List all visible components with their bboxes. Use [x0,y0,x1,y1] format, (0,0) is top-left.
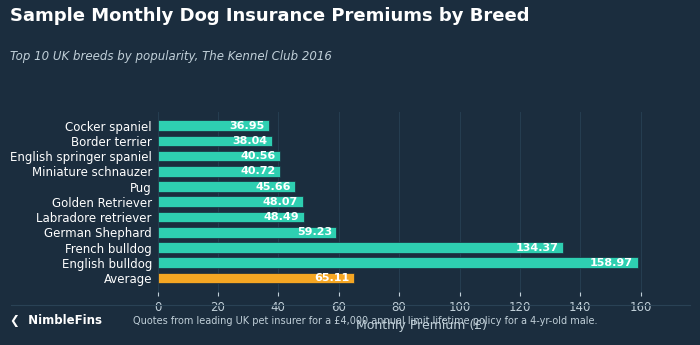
Text: 59.23: 59.23 [297,227,332,237]
Text: ❮  NimbleFins: ❮ NimbleFins [10,314,102,327]
Text: 38.04: 38.04 [232,136,268,146]
Text: Top 10 UK breeds by popularity, The Kennel Club 2016: Top 10 UK breeds by popularity, The Kenn… [10,50,332,63]
Text: 48.49: 48.49 [264,212,300,222]
Bar [158,212,304,223]
Text: 48.07: 48.07 [263,197,298,207]
Bar [158,273,354,283]
Bar [158,136,272,146]
Bar [158,257,638,268]
X-axis label: Monthly Premium (£): Monthly Premium (£) [356,319,487,332]
Text: 40.72: 40.72 [241,166,276,176]
Bar [158,166,281,177]
Text: 65.11: 65.11 [314,273,349,283]
Text: 134.37: 134.37 [516,243,559,253]
Text: 36.95: 36.95 [230,121,265,131]
Text: 45.66: 45.66 [256,181,291,191]
Text: 158.97: 158.97 [590,258,633,268]
Text: Sample Monthly Dog Insurance Premiums by Breed: Sample Monthly Dog Insurance Premiums by… [10,7,530,25]
Text: 40.56: 40.56 [240,151,276,161]
Bar [158,197,302,207]
Bar [158,181,295,192]
Bar [158,120,269,131]
Bar [158,227,337,238]
Bar [158,151,280,161]
Text: Quotes from leading UK pet insurer for a £4,000 annual limit lifetime policy for: Quotes from leading UK pet insurer for a… [133,316,598,326]
Bar [158,242,564,253]
